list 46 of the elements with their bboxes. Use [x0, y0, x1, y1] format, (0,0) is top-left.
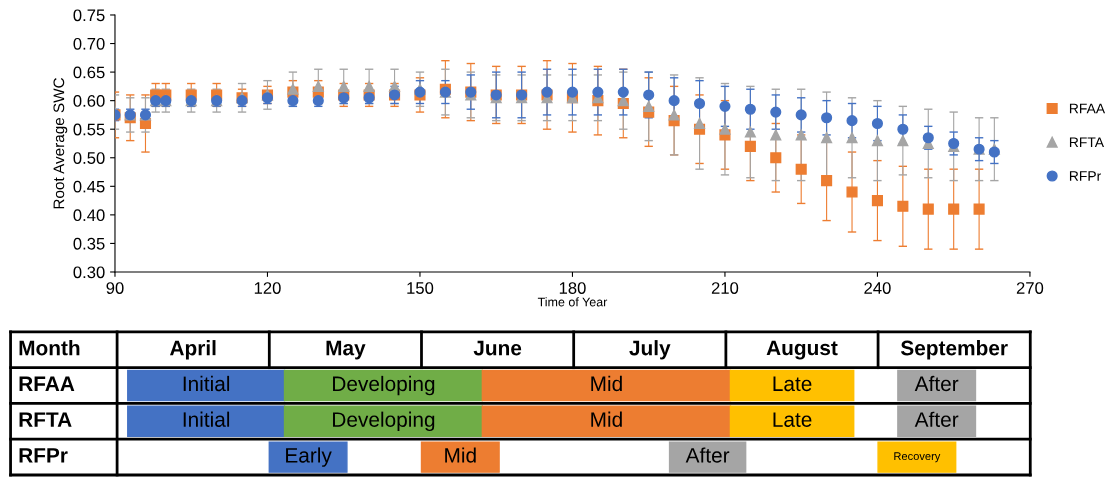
text: July — [629, 340, 671, 360]
y-tick-label: 0.70 — [73, 37, 105, 50]
text: June — [473, 340, 522, 356]
text: September — [900, 340, 1008, 360]
text: Developing — [333, 375, 435, 396]
text: Late — [773, 376, 812, 392]
text: Initial — [183, 375, 230, 392]
y-tick-label: 0.75 — [73, 9, 105, 22]
text: RFPr — [19, 448, 68, 463]
y-tick-label: 0.50 — [73, 152, 105, 164]
y-tick-label: 0.60 — [73, 95, 105, 107]
text: Mid — [445, 447, 476, 463]
text: Mid — [591, 411, 622, 427]
text: After — [914, 375, 959, 392]
text: RFTA — [19, 412, 72, 427]
text: Month — [19, 340, 80, 356]
y-tick-label: 0.55 — [73, 123, 105, 136]
y-tick-label: 0.45 — [73, 180, 105, 193]
text: Initial — [183, 411, 230, 427]
text: Developing — [333, 411, 435, 432]
legend-label: RFAA — [1069, 103, 1106, 114]
legend-label: RFTA — [1069, 137, 1105, 148]
x-tick-label: 270 — [1016, 282, 1044, 294]
text: Mid — [591, 375, 622, 392]
text: April — [169, 340, 216, 360]
text: Late — [773, 412, 812, 427]
text: May — [326, 340, 366, 360]
x-axis-title: Time of Year — [537, 297, 608, 307]
x-tick-label: 240 — [864, 282, 891, 294]
text: RFAA — [19, 376, 75, 391]
text: After — [685, 447, 730, 463]
text: August — [766, 340, 838, 360]
x-tick-label: 150 — [407, 282, 434, 294]
text: Early — [286, 447, 332, 467]
y-tick-label: 0.65 — [73, 66, 105, 79]
legend-label: RFPr — [1069, 171, 1101, 181]
y-tick-label: 0.35 — [73, 237, 105, 250]
y-axis-title: Root Average SWC — [53, 77, 68, 209]
x-tick-label: 210 — [711, 282, 739, 294]
y-tick-label: 0.40 — [73, 209, 105, 222]
y-tick-label: 0.30 — [73, 266, 105, 279]
x-tick-label: 90 — [106, 282, 124, 294]
text: After — [914, 411, 959, 427]
text: Recovery — [894, 452, 941, 463]
x-tick-label: 120 — [254, 282, 281, 294]
x-tick-label: 180 — [559, 282, 586, 294]
